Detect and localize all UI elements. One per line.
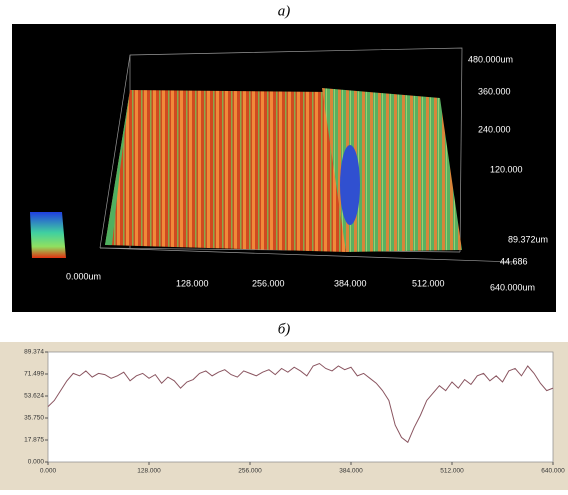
x-tick-label: 256.000	[238, 468, 262, 475]
y-tick-label: 35.750	[24, 415, 44, 422]
page: {"panel_a":{"caption":"а)","labels":["48…	[0, 0, 568, 495]
surface-label: 512.000	[412, 278, 445, 288]
caption: б)	[278, 321, 291, 337]
surface-label: 120.000	[490, 164, 523, 174]
x-tick-label: 0.000	[40, 468, 57, 475]
y-tick-label: 17.875	[24, 437, 44, 444]
surface-label: 360.000	[478, 86, 511, 96]
color-scale	[30, 212, 66, 258]
y-tick-label: 0.000	[28, 459, 45, 466]
x-tick-label: 128.000	[137, 468, 161, 475]
surface-label: 89.372um	[508, 234, 548, 244]
x-tick-label: 640.000	[541, 468, 565, 475]
surface-label: 0.000um	[66, 271, 101, 281]
surface-label: 384.000	[334, 278, 367, 288]
caption: а)	[278, 3, 291, 19]
surface-blue	[340, 145, 360, 225]
y-tick-label: 53.624	[24, 393, 44, 400]
surface-label: 240.000	[478, 124, 511, 134]
x-tick-label: 384.000	[339, 468, 363, 475]
plot-area	[48, 352, 553, 462]
surface-label: 44.686	[500, 256, 528, 266]
surface-label: 640.000um	[490, 282, 535, 292]
y-tick-label: 89.374	[24, 349, 44, 356]
x-tick-label: 512.000	[440, 468, 464, 475]
surface-label: 256.000	[252, 278, 285, 288]
y-tick-label: 71.499	[24, 371, 44, 378]
surface-label: 128.000	[176, 278, 209, 288]
surface-label: 480.000um	[468, 54, 513, 64]
surface-red	[105, 90, 346, 252]
figure: а) б) 480.000um 360.000 240.000 120.000 89.3…	[0, 0, 568, 490]
